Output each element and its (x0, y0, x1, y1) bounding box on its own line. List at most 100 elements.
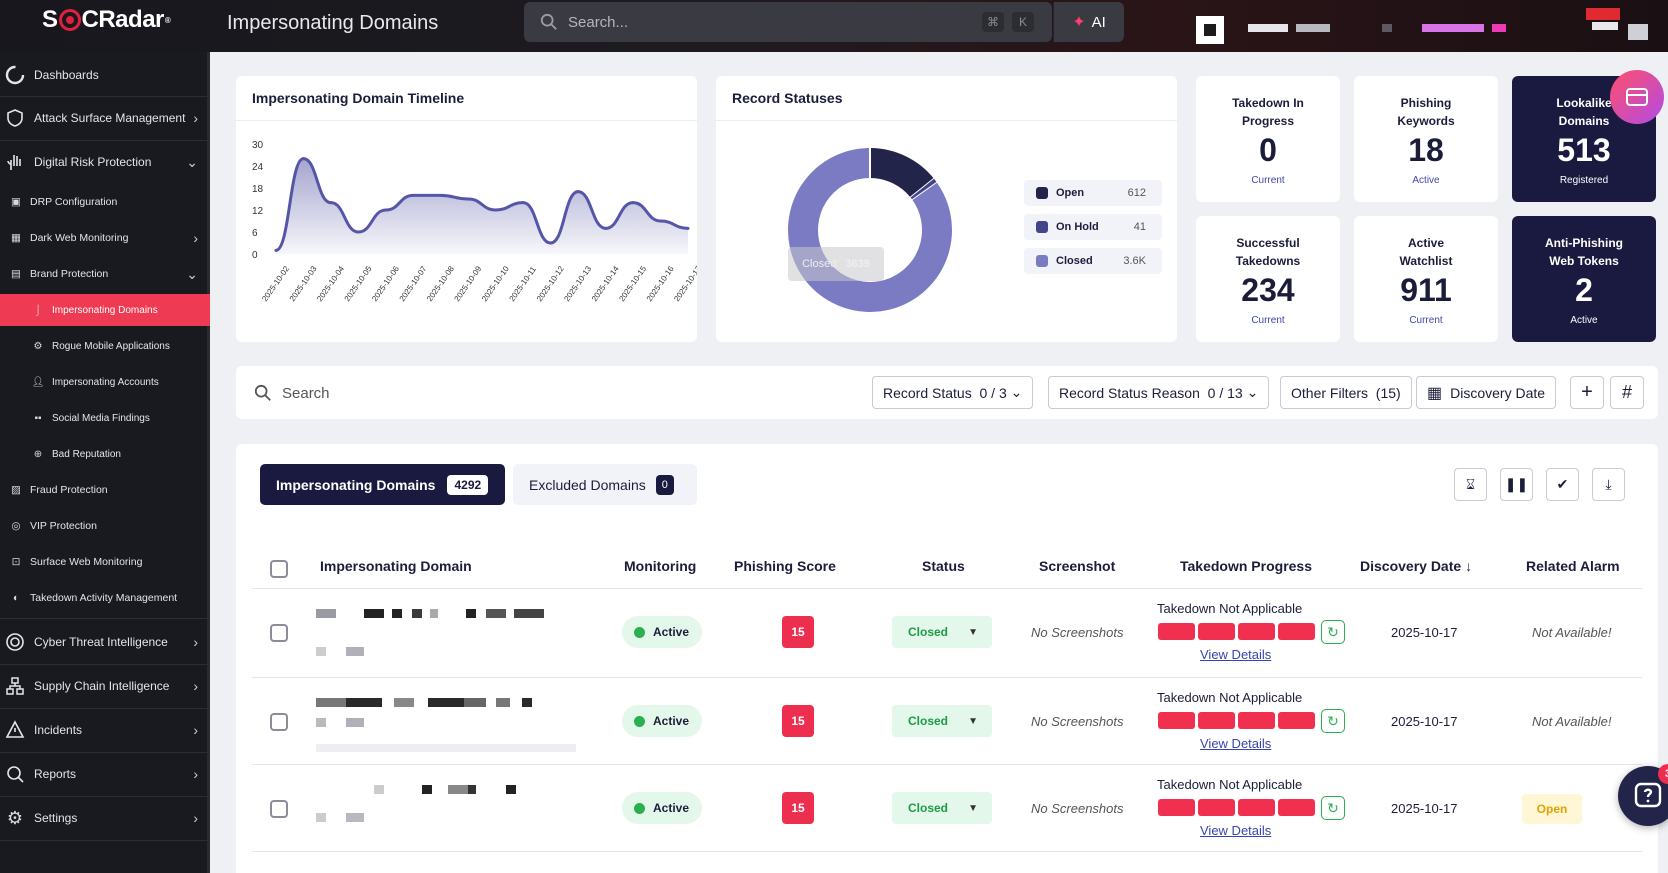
global-search-input[interactable]: Search... ⌘ K (524, 2, 1052, 42)
columns-button[interactable]: # (1610, 376, 1644, 409)
column-header-discovery-date[interactable]: Discovery Date ↓ (1360, 558, 1472, 574)
timeline-point[interactable] (659, 219, 663, 223)
sidebar-item-asm[interactable]: Attack Surface Management › (0, 98, 210, 138)
sidebar-item-reports[interactable]: Reports › (0, 754, 210, 794)
record-status-reason-filter[interactable]: Record Status Reason 0 / 13 ⌄ (1048, 376, 1270, 409)
tab-excluded-domains[interactable]: Excluded Domains 0 (513, 464, 697, 505)
table-search-input[interactable]: Search (254, 380, 554, 406)
row-checkbox[interactable] (270, 713, 288, 731)
column-header-phishing-score[interactable]: Phishing Score (734, 558, 836, 574)
socradar-logo[interactable]: S CRadar ® (42, 6, 171, 34)
timeline-point[interactable] (411, 193, 415, 197)
status-dropdown[interactable]: Closed ▼ (892, 705, 992, 737)
user-menu[interactable] (1196, 8, 1666, 44)
stat-active-watchlist[interactable]: Active Watchlist 911 Current (1354, 216, 1498, 342)
status-dropdown[interactable]: Closed ▼ (892, 792, 992, 824)
sidebar-item-vip-protection[interactable]: ◎ VIP Protection (0, 510, 210, 542)
sidebar-item-takedown-activity[interactable]: ◐ Takedown Activity Management (0, 582, 210, 614)
chat-support-button[interactable]: 3 (1618, 764, 1668, 826)
timeline-point[interactable] (549, 241, 553, 245)
view-details-link[interactable]: View Details (1200, 823, 1272, 838)
donut-slice-open[interactable] (869, 148, 935, 199)
legend-item-open[interactable]: Open 612 (1024, 180, 1162, 206)
sidebar-item-bad-reputation[interactable]: ⊕ Bad Reputation (0, 438, 210, 470)
sidebar-item-drp-config[interactable]: ▣ DRP Configuration (0, 186, 210, 218)
discovery-date-filter[interactable]: ▦ Discovery Date (1416, 376, 1557, 409)
column-header-screenshot[interactable]: Screenshot (1039, 558, 1116, 574)
other-filters-button[interactable]: Other Filters (15) (1280, 376, 1412, 409)
timeline-point[interactable] (604, 226, 608, 230)
sidebar-item-social-media[interactable]: ▪▪ Social Media Findings (0, 402, 210, 434)
stat-phishing-keywords[interactable]: Phishing Keywords 18 Active (1354, 76, 1498, 202)
refresh-button[interactable]: ↻ (1321, 709, 1345, 733)
stat-takedown-in-progress[interactable]: Takedown In Progress 0 Current (1196, 76, 1340, 202)
table-row[interactable]: Active 15 Closed ▼ No Screenshots Takedow… (236, 765, 1658, 851)
x-tick-label: 2025-10-17 (672, 264, 697, 303)
timeline-point[interactable] (631, 201, 635, 205)
stat-title: Takedown In Progress (1196, 94, 1340, 130)
view-details-link[interactable]: View Details (1200, 736, 1272, 751)
timeline-point[interactable] (576, 190, 580, 194)
sidebar-item-incidents[interactable]: Incidents › (0, 710, 210, 750)
timeline-point[interactable] (384, 208, 388, 212)
column-header-monitoring[interactable]: Monitoring (624, 558, 697, 574)
stat-anti-phishing-tokens[interactable]: Anti-Phishing Web Tokens 2 Active (1512, 216, 1656, 342)
add-filter-button[interactable]: + (1570, 376, 1604, 409)
column-header-takedown-progress[interactable]: Takedown Progress (1180, 558, 1313, 574)
timeline-point[interactable] (274, 248, 278, 252)
sidebar-item-surface-web[interactable]: ⊡ Surface Web Monitoring (0, 546, 210, 578)
row-checkbox[interactable] (270, 800, 288, 818)
timeline-point[interactable] (686, 226, 690, 230)
timeline-point[interactable] (356, 230, 360, 234)
stat-subtitle: Current (1251, 175, 1285, 186)
timeline-point[interactable] (439, 193, 443, 197)
timeline-point[interactable] (301, 157, 305, 161)
refresh-button[interactable]: ↻ (1321, 620, 1345, 644)
sidebar-item-dark-web[interactable]: ▦ Dark Web Monitoring › (0, 222, 210, 254)
timeline-point[interactable] (329, 201, 333, 205)
refresh-button[interactable]: ↻ (1321, 796, 1345, 820)
timeline-point[interactable] (521, 201, 525, 205)
lock-icon: ⊡ (11, 556, 21, 568)
username-masked (1248, 24, 1288, 32)
approve-button[interactable]: ✔ (1546, 468, 1579, 501)
legend-item-closed[interactable]: Closed 3.6K (1024, 248, 1162, 274)
sidebar-item-rogue-mobile[interactable]: ⚙ Rogue Mobile Applications (0, 330, 210, 362)
column-header-domain[interactable]: Impersonating Domain (320, 558, 472, 574)
record-status-filter[interactable]: Record Status 0 / 3 ⌄ (872, 376, 1034, 409)
sidebar-item-impersonating-domains[interactable]: ⌡ Impersonating Domains (0, 294, 210, 326)
stat-successful-takedowns[interactable]: Successful Takedowns 234 Current (1196, 216, 1340, 342)
sidebar-item-supply-chain[interactable]: Supply Chain Intelligence › (0, 666, 210, 706)
chevron-down-icon: ⌄ (1246, 384, 1259, 400)
timeline-point[interactable] (466, 197, 470, 201)
related-alarm-open-badge[interactable]: Open (1522, 794, 1582, 824)
tab-impersonating-domains[interactable]: Impersonating Domains 4292 (260, 464, 505, 505)
sidebar-item-impersonating-accounts[interactable]: 👤︎ Impersonating Accounts (0, 366, 210, 398)
quick-action-button[interactable] (1610, 70, 1664, 124)
pause-button[interactable]: ❚❚ (1500, 468, 1533, 501)
download-button[interactable]: ⤓ (1592, 468, 1625, 501)
row-divider (252, 764, 1642, 765)
flag-masked-2 (1592, 22, 1618, 30)
column-header-status[interactable]: Status (922, 558, 965, 574)
sidebar-item-dashboards[interactable]: Dashboards (0, 56, 210, 94)
chevron-down-icon: ▼ (968, 626, 978, 638)
legend-item-on-hold[interactable]: On Hold 41 (1024, 214, 1162, 240)
donut-slice-closed[interactable] (788, 148, 952, 312)
sidebar-item-cti[interactable]: Cyber Threat Intelligence › (0, 622, 210, 662)
table-row[interactable]: Active 15 Closed ▼ No Screenshots Takedow… (236, 589, 1658, 677)
sidebar-item-fraud-protection[interactable]: ▨ Fraud Protection (0, 474, 210, 506)
column-header-related-alarm[interactable]: Related Alarm (1526, 558, 1620, 574)
status-dropdown[interactable]: Closed ▼ (892, 616, 992, 648)
row-checkbox[interactable] (270, 624, 288, 642)
hourglass-button[interactable]: ⌛︎ (1454, 468, 1487, 501)
ai-button[interactable]: ✦ AI (1053, 2, 1124, 42)
sidebar-item-drp[interactable]: Digital Risk Protection ⌄ (0, 142, 210, 182)
view-details-link[interactable]: View Details (1200, 647, 1272, 662)
timeline-point[interactable] (494, 208, 498, 212)
sidebar-item-settings[interactable]: ⚙ Settings › (0, 798, 210, 838)
filter-count: 0 / 3 (979, 384, 1007, 401)
sidebar-item-brand-protection[interactable]: ▤ Brand Protection ⌄ (0, 258, 210, 290)
select-all-checkbox[interactable] (270, 560, 288, 578)
table-row[interactable]: Active 15 Closed ▼ No Screenshots Takedow… (236, 678, 1658, 764)
